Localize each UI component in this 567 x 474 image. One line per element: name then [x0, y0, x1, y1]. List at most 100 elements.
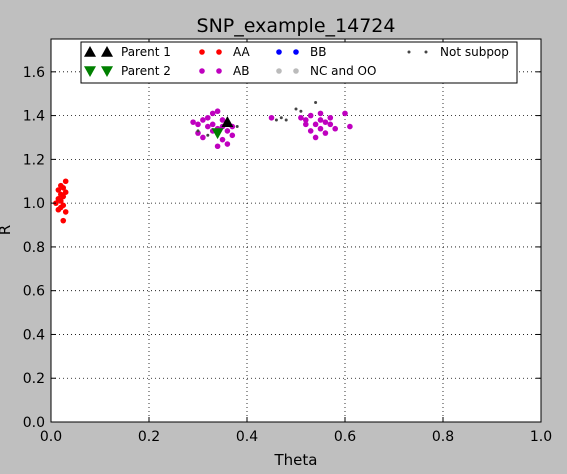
- y-axis-label: R: [0, 225, 14, 235]
- legend-ab-marker: [199, 68, 205, 74]
- parent-2-point: [211, 128, 224, 140]
- legend-parent-2-marker: [101, 66, 113, 77]
- not-subpop-point: [196, 129, 200, 133]
- y-tick-label: 0.4: [23, 327, 45, 343]
- chart-title: SNP_example_14724: [197, 15, 396, 37]
- legend: Parent 1 Parent 2 AA AB BB NC and OO Not subpo…: [80, 41, 518, 84]
- ab-point: [219, 136, 226, 143]
- legend-ab-label: AB: [233, 64, 249, 78]
- aa-point: [60, 193, 67, 200]
- plot-area: [51, 39, 541, 422]
- not-subpop-point: [274, 118, 278, 122]
- ab-point: [205, 114, 211, 121]
- ab-point: [209, 121, 216, 128]
- legend-aa-marker: [199, 49, 205, 55]
- ab-point: [303, 121, 309, 128]
- x-tick-label: 1.0: [530, 429, 552, 445]
- plot-frame: [50, 38, 542, 423]
- aa-point: [55, 187, 62, 193]
- ab-point: [209, 110, 216, 117]
- ab-point: [195, 121, 201, 128]
- ab-point: [219, 117, 226, 123]
- y-tick-label: 0.8: [23, 240, 45, 256]
- legend-box: [80, 41, 518, 84]
- aa-point: [62, 209, 69, 215]
- data-points: [53, 100, 353, 224]
- ab-point: [224, 128, 231, 134]
- ab-point: [347, 123, 353, 130]
- ab-point: [312, 134, 319, 141]
- legend-aa-marker: [216, 49, 222, 55]
- ab-point: [322, 130, 329, 136]
- ab-point: [200, 117, 206, 123]
- ab-point: [322, 119, 329, 125]
- legend-ab-marker: [216, 68, 222, 74]
- legend-aa-label: AA: [233, 45, 251, 59]
- ab-point: [317, 110, 324, 117]
- legend-not-subpop-label: Not subpop: [440, 45, 509, 59]
- ab-point: [342, 110, 348, 117]
- y-tick-label: 0.0: [23, 415, 45, 431]
- not-subpop-point: [294, 107, 298, 111]
- legend-nc-and-oo-label: NC and OO: [310, 64, 376, 78]
- legend-bb-marker: [276, 49, 282, 55]
- aa-point: [60, 217, 67, 224]
- not-subpop-point: [284, 118, 288, 122]
- not-subpop-point: [299, 109, 303, 113]
- ab-point: [205, 123, 211, 130]
- not-subpop-point: [314, 100, 318, 104]
- x-tick-label: 0.0: [40, 429, 62, 445]
- y-tick-label: 1.2: [23, 152, 45, 168]
- ab-point: [307, 112, 314, 119]
- ab-point: [332, 125, 339, 132]
- legend-bb-marker: [293, 49, 299, 55]
- ab-point: [298, 114, 304, 121]
- y-tick-label: 1.6: [23, 65, 45, 81]
- not-subpop-point: [235, 125, 239, 129]
- not-subpop-point: [279, 116, 283, 120]
- ab-point: [303, 117, 309, 123]
- ab-point: [317, 117, 324, 123]
- grid-lines: [51, 39, 541, 422]
- legend-bb-label: BB: [310, 45, 326, 59]
- ab-point: [195, 130, 201, 136]
- ab-point: [214, 143, 221, 150]
- legend-not-subpop-marker: [424, 50, 428, 54]
- x-tick-label: 0.6: [334, 429, 356, 445]
- y-tick-label: 1.4: [23, 109, 45, 125]
- legend-parent-2-label: Parent 2: [121, 64, 171, 78]
- legend-nc-and-oo-marker: [276, 68, 282, 74]
- legend-parent-1-marker: [84, 46, 96, 57]
- parent-1-point: [221, 116, 234, 127]
- legend-parent-1-marker: [101, 46, 113, 57]
- y-tick-label: 0.2: [23, 371, 45, 387]
- ab-point: [200, 134, 206, 141]
- ab-point: [327, 114, 334, 121]
- ab-point: [312, 121, 319, 128]
- x-tick-label: 0.8: [432, 429, 454, 445]
- aa-point: [55, 206, 62, 213]
- aa-point: [62, 189, 69, 195]
- y-tick-label: 0.6: [23, 284, 45, 300]
- y-tick-label: 1.0: [23, 196, 45, 212]
- aa-point: [58, 198, 64, 204]
- legend-parent-2-marker: [84, 66, 96, 77]
- ab-point: [214, 108, 221, 115]
- ab-point: [190, 119, 196, 125]
- ab-point: [229, 132, 236, 139]
- aa-point: [62, 178, 69, 185]
- ab-point: [268, 114, 275, 121]
- legend-nc-and-oo-marker: [293, 68, 299, 74]
- x-axis-label: Theta: [274, 451, 318, 469]
- legend-parent-1-label: Parent 1: [121, 45, 171, 59]
- x-tick-label: 0.2: [138, 429, 160, 445]
- ab-point: [317, 125, 324, 132]
- ab-point: [307, 128, 314, 134]
- ab-point: [327, 121, 334, 128]
- legend-not-subpop-marker: [407, 50, 411, 54]
- axis-ticks: 0.0 0.2 0.4 0.6 0.8 1.0 0.0 0.2 0.4 0.6 0.8 1.0 1.2 1…: [23, 39, 552, 445]
- ab-point: [224, 141, 231, 147]
- x-tick-label: 0.4: [236, 429, 258, 445]
- not-subpop-point: [206, 133, 210, 137]
